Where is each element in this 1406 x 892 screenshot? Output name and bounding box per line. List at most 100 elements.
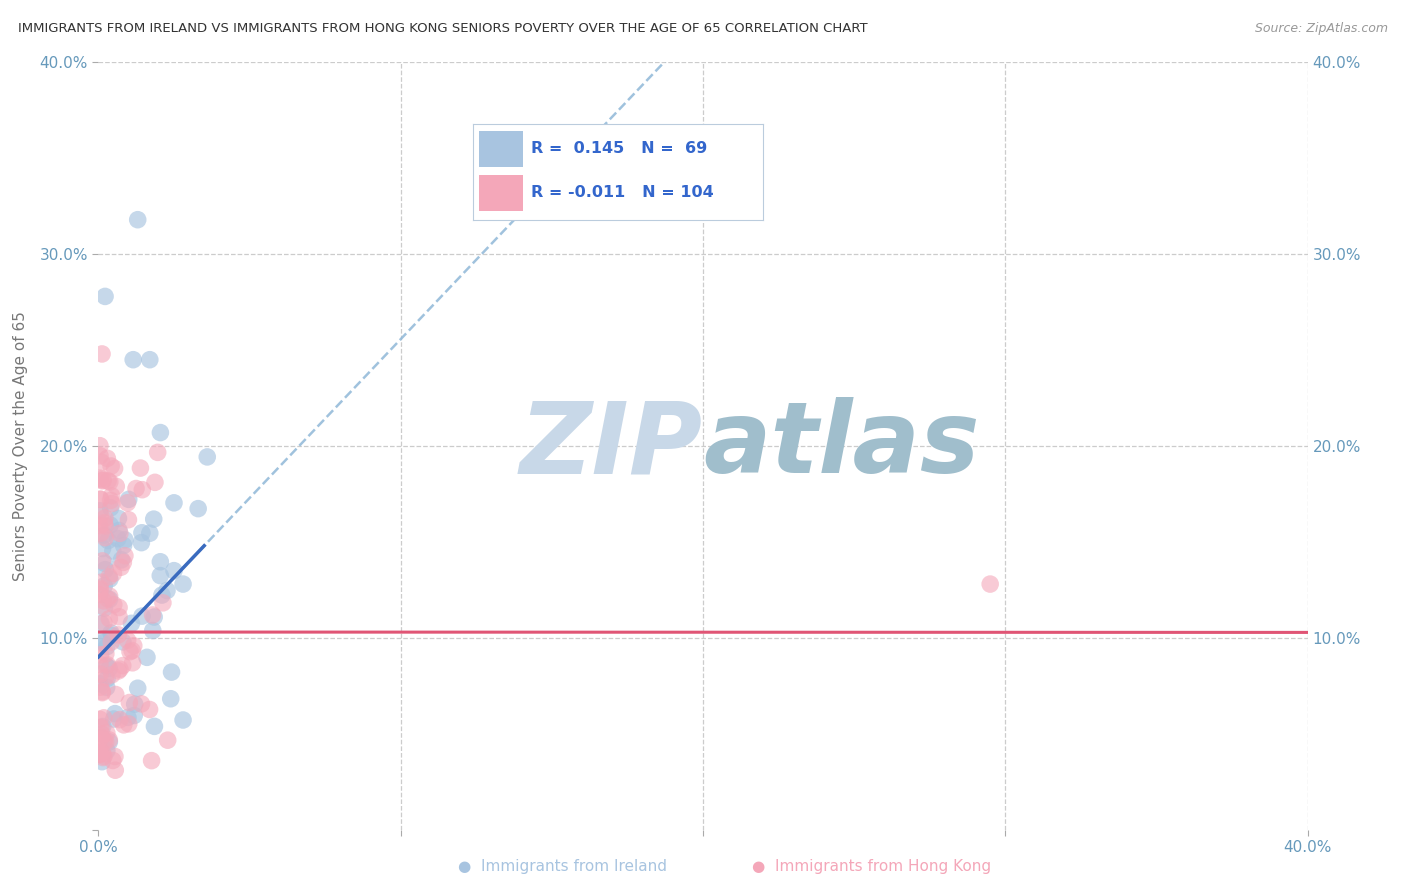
Point	[89, 747, 111, 762]
Point	[101, 754, 124, 768]
Point	[139, 526, 162, 541]
Point	[89, 449, 111, 463]
Point	[131, 609, 153, 624]
Point	[110, 553, 132, 567]
Point	[110, 560, 132, 574]
Point	[94, 647, 117, 661]
Point	[107, 511, 129, 525]
Point	[96, 744, 118, 758]
Point	[121, 643, 143, 657]
Point	[131, 535, 153, 549]
Point	[89, 667, 111, 681]
Point	[979, 577, 1001, 591]
Point	[96, 681, 118, 695]
Point	[100, 635, 122, 649]
Point	[108, 524, 131, 538]
Point	[94, 511, 117, 525]
Point	[94, 670, 117, 684]
Point	[118, 717, 141, 731]
Point	[117, 513, 139, 527]
Point	[98, 475, 121, 489]
Point	[98, 570, 121, 584]
Point	[111, 635, 134, 649]
Point	[94, 289, 117, 303]
Text: ●  Immigrants from Hong Kong: ● Immigrants from Hong Kong	[752, 859, 991, 874]
Point	[101, 544, 124, 558]
Point	[118, 645, 141, 659]
Point	[90, 616, 112, 631]
Point	[108, 662, 131, 676]
Point	[96, 659, 118, 673]
Point	[91, 745, 114, 759]
Point	[120, 616, 142, 631]
Point	[93, 615, 115, 630]
Point	[108, 526, 131, 541]
Point	[107, 532, 129, 546]
Point	[93, 579, 115, 593]
Point	[96, 672, 118, 686]
Point	[143, 610, 166, 624]
Point	[96, 726, 118, 740]
Point	[142, 624, 165, 638]
Point	[91, 347, 114, 361]
Point	[93, 516, 115, 530]
Point	[90, 648, 112, 662]
Point	[89, 492, 111, 507]
Point	[118, 492, 141, 507]
Text: ZIP: ZIP	[520, 398, 703, 494]
Point	[93, 557, 115, 571]
Point	[112, 555, 135, 569]
Point	[149, 555, 172, 569]
Text: atlas: atlas	[703, 398, 980, 494]
Point	[142, 512, 165, 526]
Point	[160, 665, 183, 679]
Point	[146, 445, 169, 459]
Point	[98, 592, 121, 607]
Text: IMMIGRANTS FROM IRELAND VS IMMIGRANTS FROM HONG KONG SENIORS POVERTY OVER THE AG: IMMIGRANTS FROM IRELAND VS IMMIGRANTS FR…	[18, 22, 868, 36]
Point	[122, 639, 145, 653]
Point	[114, 533, 136, 547]
Point	[90, 508, 112, 523]
Point	[117, 496, 139, 510]
Point	[131, 697, 153, 711]
Point	[96, 451, 118, 466]
Point	[114, 549, 136, 563]
Point	[100, 493, 122, 508]
Point	[129, 461, 152, 475]
Point	[93, 594, 115, 608]
Point	[90, 526, 112, 541]
Point	[94, 531, 117, 545]
Point	[89, 439, 111, 453]
Point	[127, 212, 149, 227]
Point	[117, 633, 139, 648]
Point	[103, 598, 125, 612]
Point	[107, 664, 129, 678]
Point	[89, 588, 111, 602]
Point	[98, 661, 121, 675]
Point	[91, 636, 114, 650]
Text: ●  Immigrants from Ireland: ● Immigrants from Ireland	[458, 859, 666, 874]
Point	[156, 733, 179, 747]
Point	[172, 713, 194, 727]
Point	[141, 754, 163, 768]
Point	[89, 518, 111, 533]
Point	[108, 713, 131, 727]
Point	[131, 483, 153, 497]
Point	[163, 564, 186, 578]
Point	[104, 763, 127, 777]
Point	[89, 732, 111, 747]
Point	[96, 657, 118, 672]
Point	[93, 749, 115, 764]
Point	[89, 582, 111, 596]
Point	[100, 458, 122, 473]
Text: Source: ZipAtlas.com: Source: ZipAtlas.com	[1254, 22, 1388, 36]
Point	[97, 533, 120, 548]
Point	[163, 496, 186, 510]
Point	[93, 734, 115, 748]
Y-axis label: Seniors Poverty Over the Age of 65: Seniors Poverty Over the Age of 65	[14, 311, 28, 581]
Point	[152, 596, 174, 610]
Point	[100, 500, 122, 515]
Point	[93, 711, 115, 725]
Point	[131, 525, 153, 540]
Point	[125, 482, 148, 496]
